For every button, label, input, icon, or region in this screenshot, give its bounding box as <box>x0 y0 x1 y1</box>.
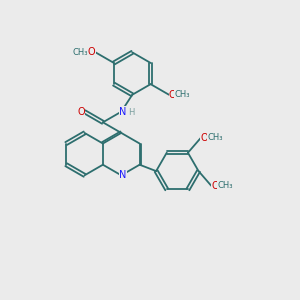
Text: O: O <box>169 90 177 100</box>
Text: H: H <box>128 108 135 117</box>
Text: N: N <box>119 107 126 117</box>
Text: CH₃: CH₃ <box>218 182 233 190</box>
Text: O: O <box>88 47 95 57</box>
Text: O: O <box>201 133 208 143</box>
Text: CH₃: CH₃ <box>175 90 190 99</box>
Text: O: O <box>77 107 85 117</box>
Text: CH₃: CH₃ <box>207 134 223 142</box>
Text: CH₃: CH₃ <box>73 48 88 57</box>
Text: N: N <box>119 170 126 180</box>
Text: O: O <box>212 181 219 191</box>
